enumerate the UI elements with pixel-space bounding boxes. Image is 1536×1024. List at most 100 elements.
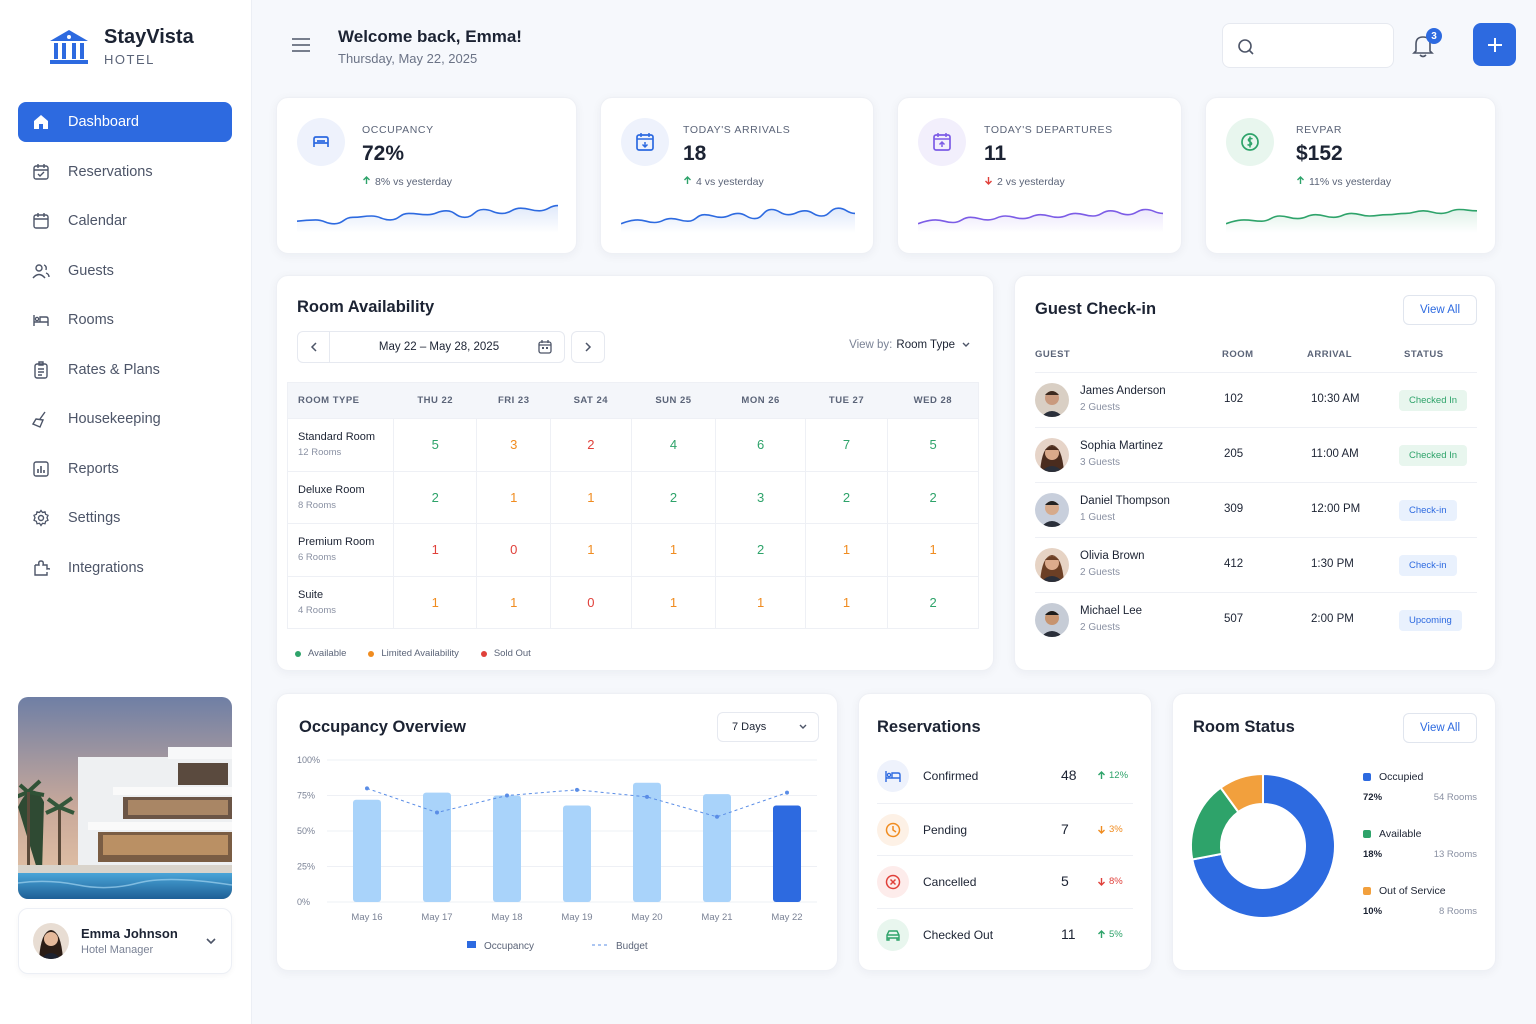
col-header-guest: GUEST: [1035, 349, 1071, 360]
reservation-count: 11: [1061, 925, 1076, 942]
checkin-view-all-button[interactable]: View All: [1403, 295, 1477, 325]
reservation-row-checked-out[interactable]: Checked Out 11 5%: [877, 907, 1133, 960]
occupancy-bar[interactable]: [633, 782, 661, 902]
occupancy-bar[interactable]: [703, 794, 731, 902]
availability-cell[interactable]: 1: [550, 523, 632, 576]
calendar-icon[interactable]: [538, 340, 552, 354]
brand-logo[interactable]: StayVista HOTEL: [48, 26, 194, 67]
donut-slice-out-of-service[interactable]: [1219, 772, 1264, 814]
search-input[interactable]: [1222, 23, 1394, 68]
checkin-row[interactable]: James Anderson 2 Guests 102 10:30 AM Checked…: [1035, 372, 1477, 427]
availability-cell[interactable]: 2: [887, 575, 979, 629]
availability-cell[interactable]: 5: [392, 418, 477, 471]
availability-cell[interactable]: 4: [630, 418, 716, 471]
add-button[interactable]: [1473, 23, 1516, 66]
period-dropdown[interactable]: 7 Days: [717, 712, 819, 742]
x-tick-label: May 21: [701, 912, 732, 923]
checkin-row[interactable]: Sophia Martinez 3 Guests 205 11:00 AM Checke…: [1035, 427, 1477, 482]
sidebar-item-reports[interactable]: Reports: [18, 449, 232, 489]
availability-cell[interactable]: 0: [550, 575, 632, 629]
availability-cell[interactable]: 7: [804, 418, 888, 471]
availability-cell[interactable]: 1: [476, 470, 551, 524]
legend-dot: [480, 650, 487, 657]
occupancy-bar[interactable]: [493, 795, 521, 903]
sidebar-item-reservations[interactable]: Reservations: [18, 152, 232, 192]
availability-cell[interactable]: 0: [476, 523, 551, 576]
availability-cell[interactable]: 1: [804, 575, 888, 629]
availability-cell[interactable]: 3: [715, 470, 806, 524]
availability-cell[interactable]: 3: [476, 418, 551, 471]
availability-cell[interactable]: 5: [887, 418, 979, 471]
availability-cell[interactable]: 2: [804, 470, 888, 524]
sidebar-item-housekeeping[interactable]: Housekeeping: [18, 399, 232, 439]
view-by-dropdown[interactable]: View by: Room Type: [849, 339, 973, 351]
availability-cell[interactable]: 1: [550, 470, 632, 524]
brand-sub: HOTEL: [104, 52, 155, 67]
availability-cell[interactable]: 1: [804, 523, 888, 576]
status-badge[interactable]: Check-in: [1399, 555, 1457, 576]
occupancy-bar[interactable]: [353, 799, 381, 902]
availability-cell[interactable]: 1: [715, 575, 806, 629]
sidebar-item-guests[interactable]: Guests: [18, 251, 232, 291]
date-range-picker[interactable]: May 22 – May 28, 2025: [297, 331, 565, 363]
availability-cell[interactable]: 2: [887, 470, 979, 524]
occupancy-bar[interactable]: [423, 792, 451, 902]
dollar-icon: [1226, 118, 1274, 166]
room-status-title: Room Status: [1193, 718, 1295, 736]
sidebar-item-label: Guests: [68, 262, 114, 279]
availability-cell[interactable]: 1: [887, 523, 979, 576]
user-profile-card[interactable]: Emma Johnson Hotel Manager: [18, 908, 232, 974]
guest-checkin-card: Guest Check-in View All GUEST ROOM ARRIV…: [1014, 275, 1496, 671]
availability-cell[interactable]: 1: [476, 575, 551, 629]
room-number: 205: [1224, 448, 1244, 460]
sidebar-item-label: Reports: [68, 460, 119, 477]
hamburger-menu-icon[interactable]: [292, 38, 310, 52]
room-status-view-all-button[interactable]: View All: [1403, 713, 1477, 743]
occupancy-bar[interactable]: [773, 805, 801, 902]
sidebar-item-rooms[interactable]: Rooms: [18, 300, 232, 340]
legend-swatch: [1363, 887, 1371, 895]
x-circle-icon: [877, 866, 909, 898]
sidebar-item-settings[interactable]: Settings: [18, 498, 232, 538]
availability-cell[interactable]: 6: [715, 418, 806, 471]
availability-cell[interactable]: 1: [630, 575, 716, 629]
reservation-row-confirmed[interactable]: Confirmed 48 12%: [877, 750, 1133, 802]
sidebar-item-integrations[interactable]: Integrations: [18, 548, 232, 588]
reservation-row-cancelled[interactable]: Cancelled 5 8%: [877, 855, 1133, 907]
chevron-left-icon: [310, 342, 317, 352]
reservations-card: Reservations Confirmed 48 12% Pending 7 3% Can…: [858, 693, 1152, 971]
reservation-change: 5%: [1097, 929, 1123, 940]
column-header: THU 22: [393, 382, 477, 419]
checkin-row[interactable]: Michael Lee 2 Guests 507 2:00 PM Upcoming: [1035, 592, 1477, 647]
legend-dot: [368, 650, 375, 657]
kpi-value: $152: [1296, 142, 1343, 165]
chevron-down-icon[interactable]: [205, 935, 217, 947]
availability-cell[interactable]: 2: [715, 523, 806, 576]
legend-label: Limited Availability: [381, 648, 459, 659]
prev-week-button[interactable]: [298, 332, 330, 362]
status-badge[interactable]: Check-in: [1399, 500, 1457, 521]
sidebar-item-rates-plans[interactable]: Rates & Plans: [18, 350, 232, 390]
donut-slice-occupied[interactable]: [1191, 772, 1336, 919]
reservation-count: 48: [1061, 767, 1077, 783]
budget-point: [505, 793, 509, 798]
availability-cell[interactable]: 2: [630, 470, 716, 524]
sidebar-item-calendar[interactable]: Calendar: [18, 201, 232, 241]
next-week-button[interactable]: [571, 331, 605, 363]
sidebar-item-dashboard[interactable]: Dashboard: [18, 102, 232, 142]
calendar-check-icon: [33, 163, 49, 180]
occupancy-bar[interactable]: [563, 805, 591, 902]
checkin-row[interactable]: Daniel Thompson 1 Guest 309 12:00 PM Check-i…: [1035, 482, 1477, 537]
user-name: Emma Johnson: [81, 926, 178, 941]
legend-label: Sold Out: [493, 648, 531, 659]
search-icon: [1238, 39, 1254, 55]
bell-icon[interactable]: [1412, 34, 1434, 58]
availability-cell[interactable]: 2: [392, 470, 477, 524]
availability-cell[interactable]: 1: [392, 575, 477, 629]
availability-cell[interactable]: 2: [550, 418, 632, 471]
checkin-row[interactable]: Olivia Brown 2 Guests 412 1:30 PM Check-in: [1035, 537, 1477, 592]
availability-cell[interactable]: 1: [630, 523, 716, 576]
reservation-row-pending[interactable]: Pending 7 3%: [877, 802, 1133, 855]
user-avatar: [33, 923, 69, 959]
availability-cell[interactable]: 1: [392, 523, 477, 576]
